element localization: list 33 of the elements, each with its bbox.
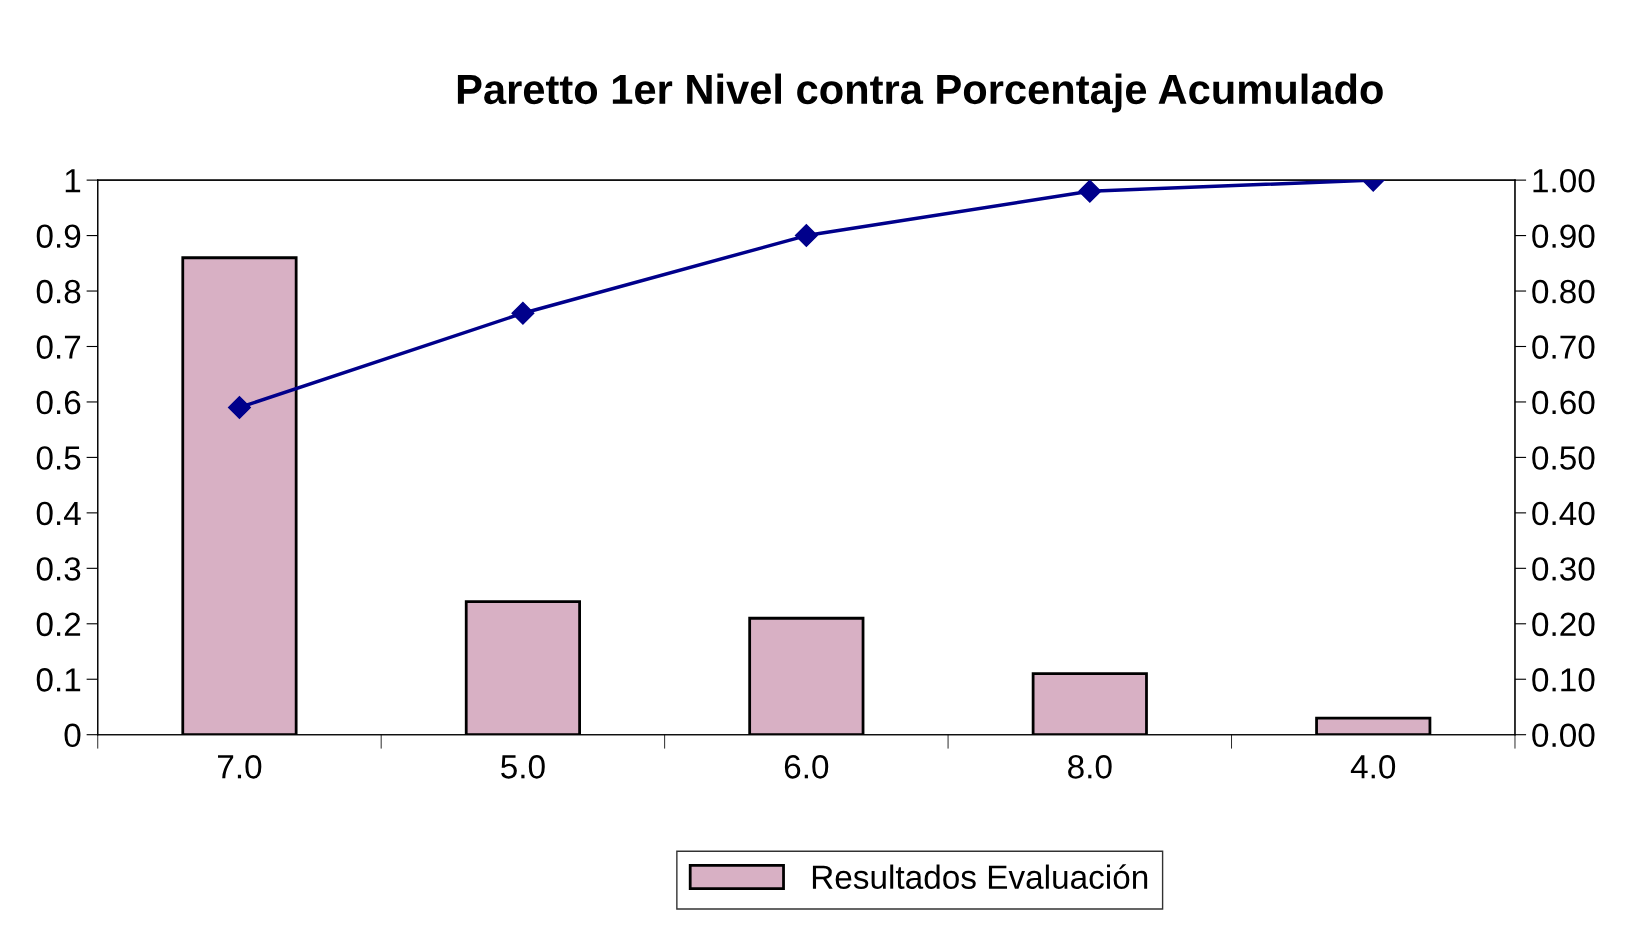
y2-tick-label: 0.00 bbox=[1532, 723, 1595, 748]
y2-tick-label: 0.50 bbox=[1532, 446, 1595, 470]
y2-tick-label: 0.90 bbox=[1532, 224, 1595, 248]
x-tick-label: 6.0 bbox=[784, 755, 829, 779]
y2-tick-label: 0.40 bbox=[1532, 501, 1595, 526]
legend-label: Resultados Evaluación bbox=[812, 864, 1148, 890]
y-tick-label: 0.2 bbox=[36, 612, 81, 637]
y2-tick-label: 0.30 bbox=[1532, 557, 1595, 581]
y-tick-label: 0.9 bbox=[36, 224, 81, 248]
x-tick-label: 7.0 bbox=[218, 755, 262, 779]
y-tick-label: 0.6 bbox=[36, 390, 81, 415]
y2-tick-label: 1.00 bbox=[1533, 168, 1595, 193]
chart-title: Paretto 1er Nivel contra Porcentaje Acumulado bbox=[457, 73, 1383, 113]
point bbox=[794, 224, 818, 248]
y2-tick-label: 0.60 bbox=[1532, 390, 1595, 415]
y-tick-label: 0.1 bbox=[36, 668, 81, 692]
y-tick-label: 0.3 bbox=[36, 557, 81, 581]
y2-tick-label: 0.20 bbox=[1532, 612, 1595, 637]
x-tick-label: 4.0 bbox=[1350, 755, 1396, 779]
point bbox=[227, 395, 251, 419]
y-tick-label: 0 bbox=[64, 723, 81, 748]
y-tick-label: 0.5 bbox=[36, 446, 81, 470]
y2-tick-label: 0.80 bbox=[1532, 279, 1595, 304]
y-tick-label: 0.7 bbox=[36, 335, 81, 359]
y-tick-label: 1 bbox=[65, 169, 81, 193]
point bbox=[1078, 180, 1102, 203]
y-tick-label: 0.8 bbox=[36, 279, 81, 304]
y2-tick-label: 0.70 bbox=[1532, 335, 1595, 359]
x-tick-label: 8.0 bbox=[1068, 755, 1112, 779]
x-tick-label: 5.0 bbox=[501, 755, 545, 779]
y-tick-label: 0.4 bbox=[36, 501, 81, 526]
y2-tick-label: 0.10 bbox=[1532, 668, 1595, 692]
point bbox=[511, 301, 535, 325]
